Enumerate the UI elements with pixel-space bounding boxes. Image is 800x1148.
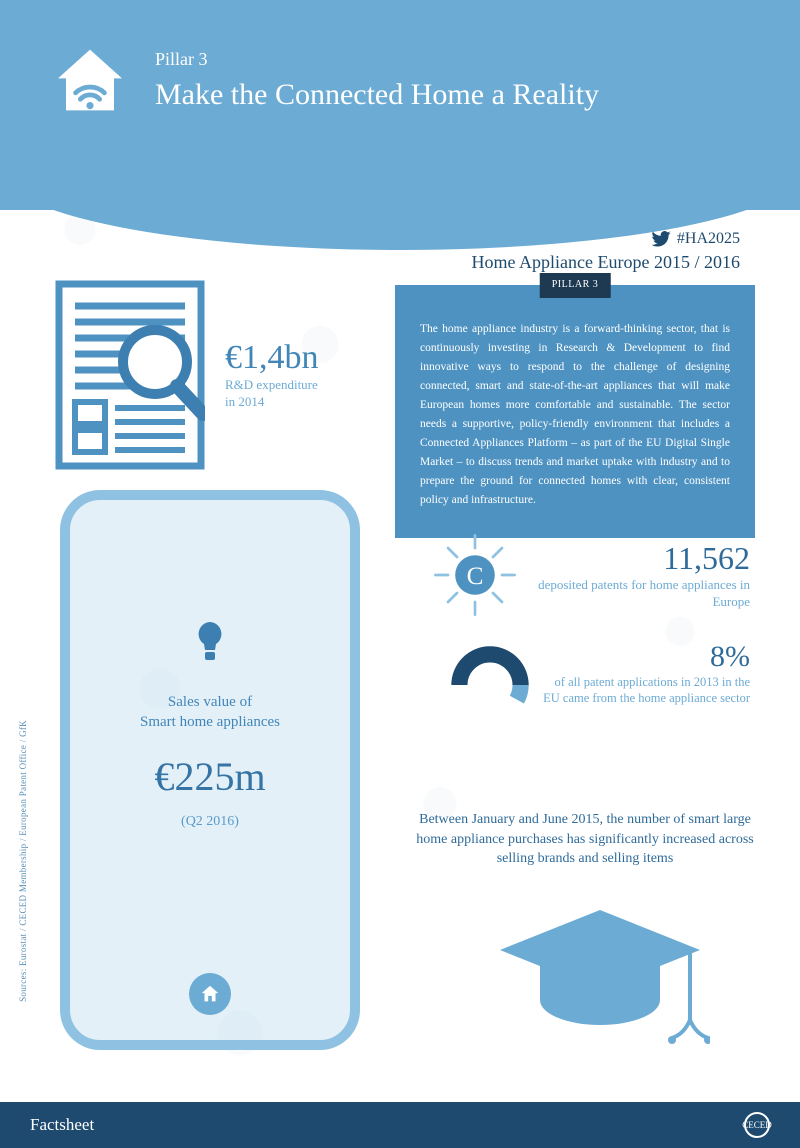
hashtag-block: #HA2025 Home Appliance Europe 2015 / 201…: [472, 230, 740, 273]
phone-frame: Sales value ofSmart home appliances €225…: [60, 490, 360, 1050]
eight-caption: of all patent applications in 2013 in th…: [540, 674, 750, 707]
rd-expenditure-block: €1,4bn R&D expenditure in 2014: [55, 280, 375, 470]
phone-label: Sales value ofSmart home appliances: [100, 692, 320, 733]
header: Pillar 3 Make the Connected Home a Reali…: [0, 0, 800, 210]
copyright-sun-icon: C: [430, 530, 520, 620]
footer-label: Factsheet: [30, 1115, 94, 1135]
bulb-icon: [194, 620, 226, 665]
graduation-cap-icon: [490, 900, 710, 1060]
rd-caption-2: in 2014: [225, 394, 264, 409]
svg-text:C: C: [467, 563, 484, 590]
twitter-icon: [651, 231, 671, 247]
hashtag-text: #HA2025: [677, 230, 740, 248]
rd-caption-1: R&D expenditure: [225, 377, 318, 392]
document-magnifier-icon: [55, 280, 205, 470]
info-box-body: The home appliance industry is a forward…: [420, 320, 730, 510]
phone-value: €225m: [100, 753, 320, 800]
patents-value: 11,562: [530, 540, 750, 577]
patents-caption: deposited patents for home appliances in…: [530, 577, 750, 611]
phone-home-button: [189, 973, 231, 1015]
sources-text: Sources: Eurostat / CECED Membership / E…: [18, 720, 28, 1002]
eight-value: 8%: [540, 640, 750, 674]
bottom-paragraph: Between January and June 2015, the numbe…: [415, 810, 755, 869]
info-box-tag: PILLAR 3: [540, 273, 611, 298]
connected-home-icon: [50, 40, 130, 120]
info-box: PILLAR 3 The home appliance industry is …: [395, 285, 755, 538]
pillar-label: Pillar 3: [155, 49, 599, 70]
patents-block: 11,562 deposited patents for home applia…: [530, 540, 750, 611]
donut-chart: [445, 640, 535, 730]
eight-percent-block: 8% of all patent applications in 2013 in…: [540, 640, 750, 707]
hashtag-subtitle: Home Appliance Europe 2015 / 2016: [472, 252, 740, 273]
page-title: Make the Connected Home a Reality: [155, 78, 599, 112]
footer: Factsheet CECED: [0, 1102, 800, 1148]
phone-period: (Q2 2016): [100, 814, 320, 830]
rd-value: €1,4bn: [225, 339, 319, 377]
footer-logo: CECED: [744, 1112, 770, 1138]
